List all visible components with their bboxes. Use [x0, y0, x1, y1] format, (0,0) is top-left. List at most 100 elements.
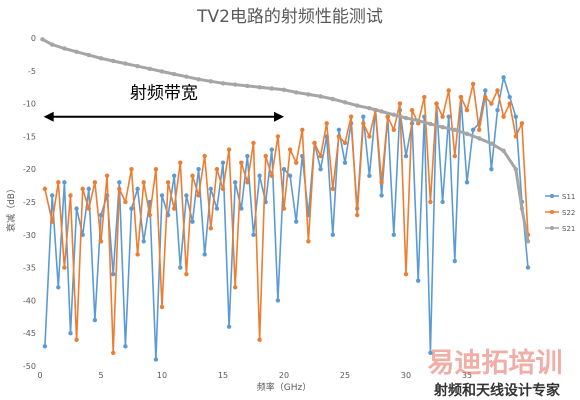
y-tick-label: -15: [23, 132, 36, 141]
arrow-head-right: [274, 111, 284, 122]
series-s11: [42, 75, 531, 362]
data-point-s22: [239, 160, 244, 165]
data-point-s22: [281, 206, 287, 211]
data-point-s21: [281, 87, 287, 93]
y-tick-label: -50: [23, 362, 36, 371]
data-point-s11: [208, 186, 213, 192]
data-point-s21: [220, 81, 226, 86]
y-tick-label: -35: [23, 264, 36, 273]
data-point-s11: [220, 160, 226, 165]
data-point-s21: [355, 103, 360, 108]
data-point-s21: [245, 83, 250, 89]
legend-label: S22: [562, 209, 575, 217]
legend-marker: [550, 210, 554, 214]
data-point-s22: [220, 186, 226, 192]
data-point-s22: [123, 199, 128, 205]
x-axis-label: 频率（GHz）: [257, 381, 311, 393]
data-point-s22: [312, 140, 317, 146]
x-tick-label: 20: [279, 371, 289, 380]
data-point-s21: [318, 94, 323, 99]
watermark-logo-text: 易迪拓培训: [428, 348, 563, 379]
data-point-s21: [403, 115, 409, 121]
data-point-s21: [172, 71, 177, 77]
data-point-s22: [385, 114, 390, 119]
data-point-s21: [367, 105, 372, 111]
y-tick-label: -25: [23, 198, 36, 207]
data-point-s22: [318, 153, 323, 159]
data-point-s11: [452, 258, 457, 264]
data-point-s11: [251, 232, 256, 237]
data-point-s22: [245, 180, 250, 185]
y-tick-label: -20: [23, 165, 36, 174]
data-point-s21: [147, 66, 152, 72]
data-point-s22: [495, 88, 500, 93]
legend-marker: [550, 226, 554, 230]
data-point-s11: [42, 344, 48, 349]
data-point-s22: [446, 88, 451, 93]
data-point-s22: [257, 337, 262, 342]
data-point-s11: [98, 212, 104, 218]
data-point-s22: [440, 114, 445, 119]
data-point-s21: [123, 61, 128, 66]
data-point-s21: [62, 46, 67, 51]
data-point-s22: [86, 206, 92, 211]
data-point-s21: [86, 52, 92, 58]
data-point-s11: [257, 173, 262, 178]
data-point-s21: [391, 112, 396, 117]
plot-area: [40, 37, 531, 362]
data-point-s22: [208, 226, 213, 231]
data-point-s21: [74, 49, 79, 54]
data-point-s11: [507, 94, 512, 100]
data-point-s22: [165, 180, 171, 185]
data-point-s11: [361, 114, 366, 119]
data-point-s22: [434, 101, 439, 106]
data-point-s21: [159, 69, 165, 74]
y-tick-label: -5: [28, 67, 36, 76]
data-point-s11: [62, 180, 67, 185]
data-point-s11: [233, 180, 238, 185]
data-point-s22: [428, 199, 433, 205]
data-point-s21: [452, 127, 457, 133]
data-point-s11: [196, 167, 201, 172]
data-point-s22: [184, 271, 189, 277]
y-tick-label: -10: [23, 100, 36, 109]
x-tick-label: 35: [462, 371, 472, 380]
data-point-s11: [184, 193, 189, 198]
data-point-s22: [342, 140, 348, 146]
data-point-s11: [525, 265, 531, 270]
series-line-s21: [41, 37, 530, 242]
data-point-s11: [446, 114, 451, 119]
data-point-s22: [56, 180, 61, 185]
data-point-s22: [348, 114, 354, 119]
data-point-s22: [111, 350, 116, 356]
data-point-s22: [104, 173, 110, 178]
data-point-s21: [519, 206, 525, 211]
data-point-s22: [62, 265, 67, 270]
data-point-s22: [68, 193, 73, 198]
data-point-s11: [86, 186, 92, 192]
data-point-s11: [483, 88, 488, 93]
data-point-s22: [42, 186, 48, 192]
legend-item-s11: S11: [545, 193, 575, 201]
data-point-s11: [294, 219, 299, 224]
legend-label: S21: [562, 225, 575, 233]
x-tick-label: 30: [401, 371, 411, 380]
annotation: 射频带宽: [43, 84, 284, 122]
data-point-s11: [403, 153, 409, 159]
series-s22: [42, 81, 531, 356]
data-point-s11: [287, 173, 293, 178]
data-point-s11: [50, 193, 55, 198]
data-point-s21: [513, 167, 518, 172]
data-point-s11: [275, 298, 281, 303]
legend-label: S11: [562, 193, 575, 201]
data-point-s11: [153, 357, 159, 362]
data-point-s22: [507, 101, 512, 106]
data-point-s22: [483, 94, 488, 100]
data-point-s22: [80, 186, 85, 192]
data-point-s11: [464, 180, 470, 185]
data-point-s21: [379, 109, 384, 114]
data-point-s11: [379, 193, 384, 198]
data-point-s22: [135, 252, 140, 257]
data-point-s22: [477, 127, 482, 133]
data-point-s21: [184, 74, 189, 79]
